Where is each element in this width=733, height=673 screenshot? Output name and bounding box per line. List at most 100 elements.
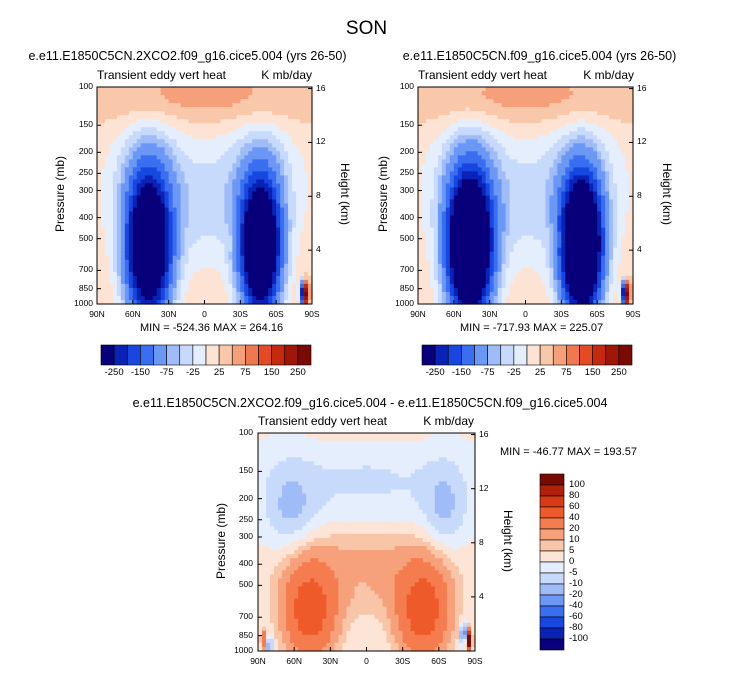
contour-cell xyxy=(128,223,134,229)
contour-cell xyxy=(200,291,206,297)
contour-cell xyxy=(188,183,194,189)
contour-cell xyxy=(188,247,194,253)
contour-cell xyxy=(481,195,487,201)
contour-cell xyxy=(244,147,249,152)
contour-cell xyxy=(248,251,253,257)
contour-cell xyxy=(461,99,467,104)
contour-cell xyxy=(156,179,162,185)
contour-cell xyxy=(260,243,265,249)
contour-cell xyxy=(232,243,237,249)
contour-cell xyxy=(228,231,233,237)
contour-cell xyxy=(481,235,487,241)
contour-cell xyxy=(112,87,118,92)
contour-cell xyxy=(513,255,519,261)
contour-cell xyxy=(280,163,285,168)
contour-cell xyxy=(252,227,257,233)
contour-cell xyxy=(240,203,245,209)
contour-cell xyxy=(212,243,218,249)
contour-cell xyxy=(549,171,554,177)
contour-cell xyxy=(180,243,186,249)
contour-cell xyxy=(144,275,150,281)
contour-cell xyxy=(200,275,206,281)
contour-cell xyxy=(477,91,483,96)
contour-cell xyxy=(308,295,313,301)
contour-cell xyxy=(453,203,459,209)
contour-cell xyxy=(124,291,130,297)
contour-cell xyxy=(252,235,257,241)
contour-cell xyxy=(276,271,281,277)
contour-cell xyxy=(152,219,158,225)
contour-cell xyxy=(529,263,535,269)
contour-cell xyxy=(284,143,289,148)
contour-cell xyxy=(485,99,491,104)
contour-cell xyxy=(280,95,285,100)
contour-cell xyxy=(288,131,293,136)
contour-cell xyxy=(533,203,539,209)
contour-cell xyxy=(228,95,233,100)
contour-cell xyxy=(561,119,566,124)
contour-cell xyxy=(465,135,471,140)
contour-cell xyxy=(156,259,162,265)
contour-cell xyxy=(104,207,110,213)
contour-cell xyxy=(505,115,511,120)
contour-cell xyxy=(208,103,214,108)
contour-cell xyxy=(557,87,562,92)
contour-cell xyxy=(465,183,471,189)
contour-cell xyxy=(433,259,439,265)
contour-cell xyxy=(272,295,277,301)
contour-cell xyxy=(481,219,487,225)
contour-cell xyxy=(192,107,198,112)
contour-cell xyxy=(204,251,210,257)
contour-cell xyxy=(120,167,126,172)
contour-cell xyxy=(196,283,202,289)
contour-cell xyxy=(517,119,523,124)
contour-cell xyxy=(140,143,146,148)
contour-cell xyxy=(276,95,281,100)
contour-cell xyxy=(252,127,257,132)
contour-cell xyxy=(549,239,554,245)
contour-cell xyxy=(280,271,285,277)
contour-cell xyxy=(140,203,146,209)
contour-cell xyxy=(561,251,566,257)
contour-cell xyxy=(260,143,265,148)
contour-cell xyxy=(493,199,499,205)
contour-cell xyxy=(116,215,122,221)
contour-cell xyxy=(176,247,182,253)
contour-cell xyxy=(421,227,427,233)
contour-cell xyxy=(304,99,309,104)
contour-cell xyxy=(236,111,241,116)
contour-cell xyxy=(445,215,451,221)
contour-cell xyxy=(108,143,114,148)
contour-cell xyxy=(276,143,281,148)
contour-cell xyxy=(493,159,499,164)
contour-cell xyxy=(208,171,214,177)
contour-cell xyxy=(232,235,237,241)
contour-cell xyxy=(529,183,535,189)
contour-cell xyxy=(196,215,202,221)
contour-cell xyxy=(501,271,507,277)
contour-cell xyxy=(549,107,554,112)
contour-cell xyxy=(537,147,543,152)
contour-cell xyxy=(418,103,423,108)
contour-cell xyxy=(493,259,499,265)
contour-cell xyxy=(513,275,519,281)
contour-cell xyxy=(537,151,543,156)
contour-cell xyxy=(304,167,309,172)
contour-cell xyxy=(232,211,237,217)
contour-cell xyxy=(453,119,459,124)
contour-cell xyxy=(425,127,431,132)
contour-cell xyxy=(248,155,253,160)
contour-cell xyxy=(168,195,174,201)
contour-cell xyxy=(525,151,531,156)
contour-cell xyxy=(124,243,130,249)
contour-cell xyxy=(176,299,182,305)
contour-cell xyxy=(437,95,443,100)
contour-cell xyxy=(208,215,214,221)
contour-cell xyxy=(160,107,166,112)
contour-cell xyxy=(132,199,138,205)
contour-cell xyxy=(152,111,158,116)
contour-cell xyxy=(136,123,142,128)
contour-cell xyxy=(208,179,214,185)
contour-cell xyxy=(160,91,166,96)
contour-cell xyxy=(525,159,531,164)
